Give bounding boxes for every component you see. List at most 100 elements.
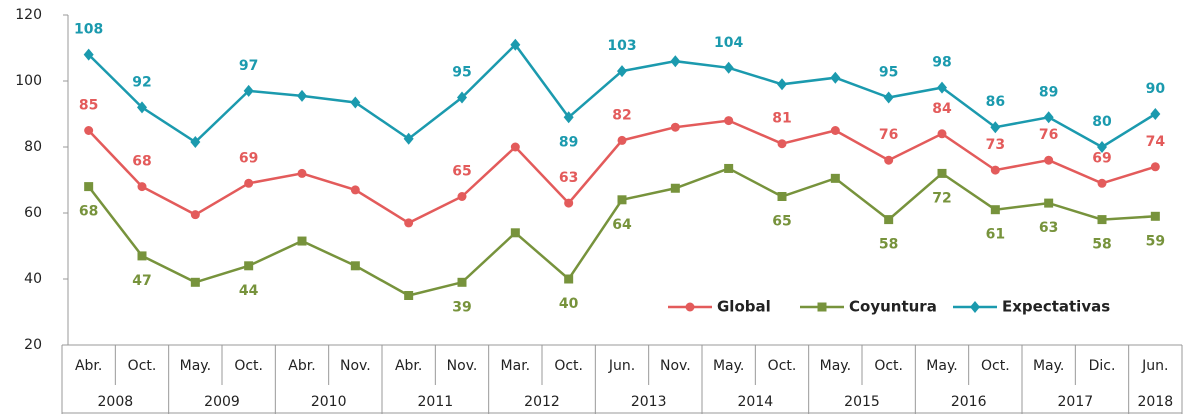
marker (990, 205, 1000, 215)
marker (617, 135, 627, 145)
marker (1043, 111, 1054, 124)
marker (350, 261, 360, 271)
marker (884, 215, 894, 225)
x-tick-label: Oct. (768, 358, 797, 374)
value-label: 95 (879, 65, 898, 81)
value-label: 69 (239, 150, 258, 166)
marker (830, 71, 841, 84)
marker (190, 210, 200, 220)
marker (937, 168, 947, 178)
value-label: 76 (1039, 127, 1058, 143)
marker (83, 48, 94, 61)
marker (1150, 108, 1161, 120)
value-label: 95 (452, 65, 471, 81)
value-label: 84 (932, 101, 952, 117)
marker (990, 165, 1000, 175)
x-tick-label: May. (926, 358, 957, 374)
x-tick-label: Oct. (874, 358, 903, 374)
marker (724, 163, 734, 173)
x-tick-label: Nov. (340, 358, 371, 374)
x-tick-label: Mar. (501, 358, 531, 374)
marker (510, 142, 520, 152)
value-label: 90 (1146, 81, 1166, 97)
year-label: 2012 (524, 394, 560, 410)
marker (830, 173, 840, 183)
x-tick-label: May. (180, 358, 211, 374)
value-label: 76 (879, 127, 898, 143)
legend-label: Global (717, 298, 771, 316)
x-tick-label: Jun. (608, 358, 635, 374)
value-label: 63 (1039, 220, 1058, 236)
x-tick-label: Nov. (660, 358, 691, 374)
year-label: 2018 (1138, 394, 1174, 410)
marker (777, 192, 787, 201)
marker (1044, 155, 1054, 165)
x-tick-label: Oct. (128, 358, 157, 374)
marker (457, 192, 467, 201)
marker (297, 89, 307, 102)
marker (350, 96, 361, 109)
value-label: 80 (1092, 114, 1112, 130)
x-tick-label: May. (1033, 358, 1064, 374)
marker (1097, 215, 1107, 225)
marker (137, 182, 147, 192)
marker (617, 195, 627, 205)
marker (563, 111, 574, 124)
value-label: 68 (79, 204, 98, 220)
marker (564, 198, 574, 208)
year-label: 2013 (631, 394, 667, 410)
marker (137, 251, 147, 261)
value-label: 65 (772, 214, 791, 230)
x-tick-label: Dic. (1089, 358, 1116, 374)
year-label: 2014 (738, 394, 774, 410)
value-label: 89 (559, 134, 578, 150)
value-label: 58 (1092, 237, 1111, 253)
y-tick-label: 20 (24, 337, 42, 353)
marker (350, 185, 360, 195)
value-label: 72 (932, 190, 951, 206)
legend-label: Coyuntura (849, 298, 937, 316)
year-label: 2015 (844, 394, 880, 410)
marker (1097, 178, 1107, 188)
year-label: 2011 (418, 394, 454, 410)
value-label: 44 (239, 283, 259, 299)
marker (137, 101, 147, 114)
marker (84, 182, 94, 192)
marker (510, 228, 520, 238)
year-label: 2017 (1058, 394, 1094, 410)
marker (244, 178, 254, 188)
x-tick-label: Oct. (981, 358, 1010, 374)
marker (297, 168, 307, 178)
marker (404, 218, 414, 228)
y-tick-label: 80 (24, 139, 42, 155)
value-label: 61 (986, 227, 1005, 243)
marker (937, 129, 947, 139)
x-tick-label: Oct. (234, 358, 263, 374)
value-label: 58 (879, 237, 898, 253)
marker (1044, 198, 1054, 208)
marker (1150, 162, 1160, 172)
value-label: 69 (1092, 150, 1111, 166)
marker (883, 91, 894, 104)
marker (670, 55, 681, 68)
value-label: 73 (986, 137, 1005, 153)
marker (244, 261, 254, 271)
marker (990, 121, 1001, 134)
value-label: 59 (1146, 233, 1165, 249)
value-label: 65 (452, 164, 471, 180)
marker (190, 136, 201, 149)
value-label: 74 (1146, 134, 1166, 150)
marker (723, 61, 734, 74)
marker (884, 155, 894, 165)
value-label: 68 (132, 154, 151, 170)
year-label: 2009 (204, 394, 240, 410)
x-tick-label: Abr. (395, 358, 422, 374)
y-tick-label: 60 (24, 205, 42, 221)
x-tick-label: May. (820, 358, 851, 374)
marker (670, 122, 680, 132)
value-label: 40 (559, 296, 579, 312)
marker (457, 277, 467, 287)
x-tick-label: Abr. (75, 358, 102, 374)
year-label: 2016 (951, 394, 987, 410)
